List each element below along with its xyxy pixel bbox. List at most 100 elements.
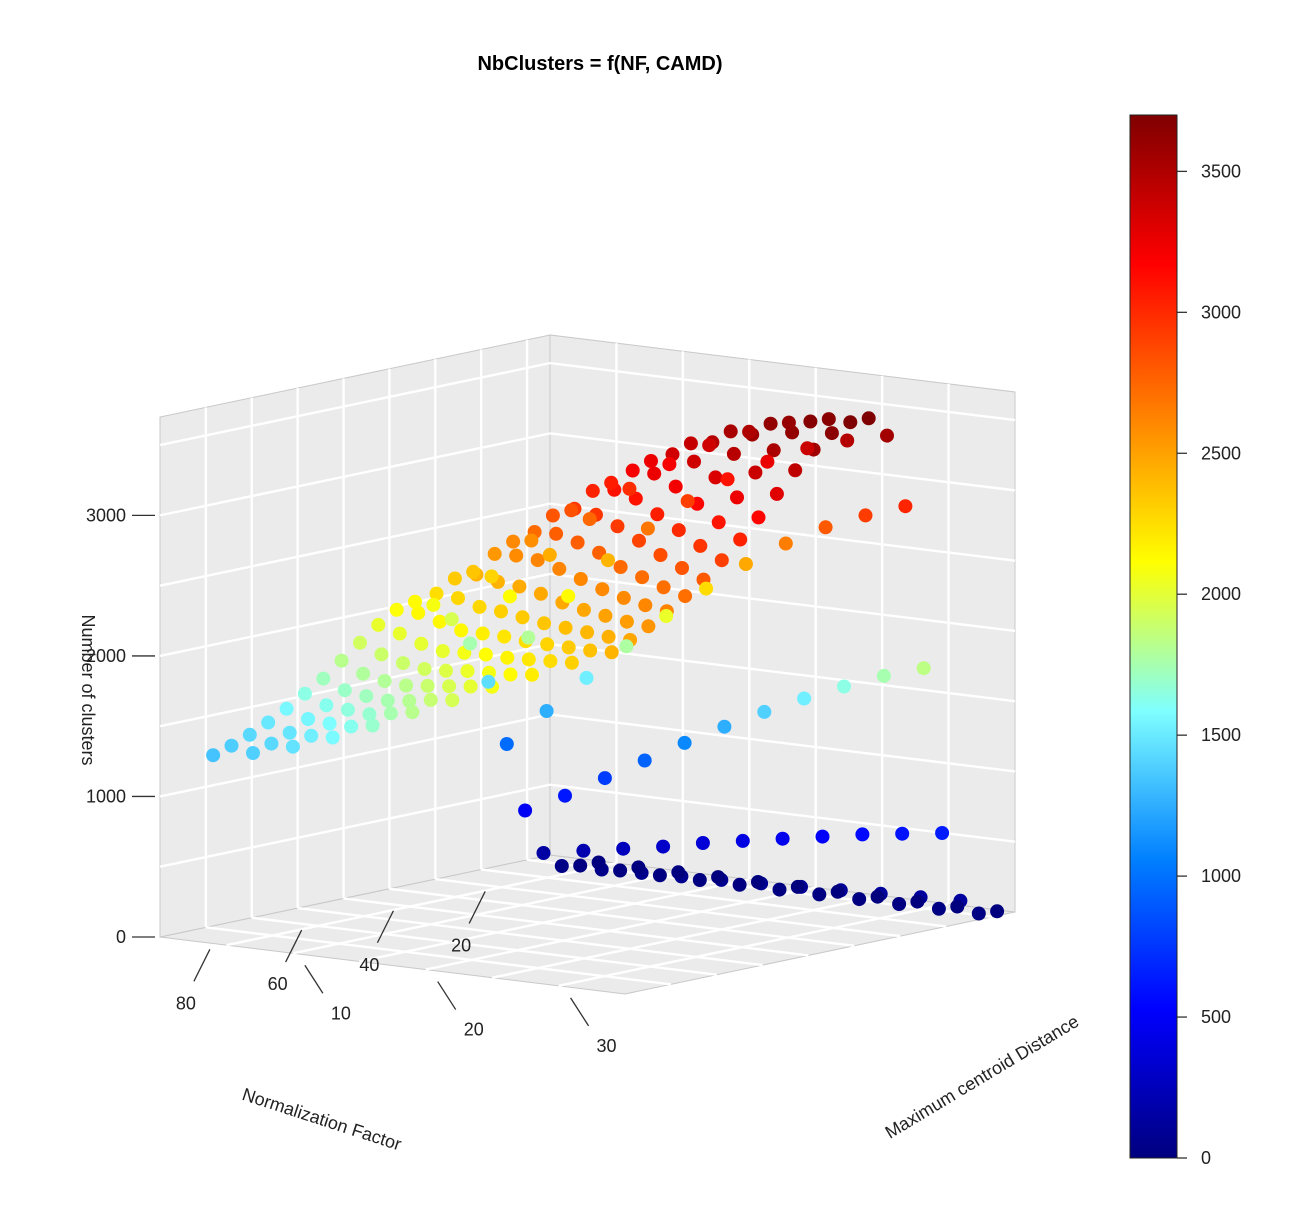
data-point (540, 704, 554, 718)
y-tick-label: 20 (464, 1020, 484, 1040)
data-point (396, 656, 410, 670)
data-point (464, 680, 478, 694)
data-point (721, 472, 735, 486)
data-point (586, 484, 600, 498)
data-point (479, 648, 493, 662)
data-point (439, 664, 453, 678)
x-axis-label: Normalization Factor (240, 1084, 404, 1154)
data-point (537, 616, 551, 630)
data-point (675, 561, 689, 575)
data-point (573, 859, 587, 873)
data-point (402, 694, 416, 708)
data-point (871, 890, 885, 904)
data-point (280, 702, 294, 716)
data-point (797, 692, 811, 706)
x-tick-label: 80 (176, 993, 196, 1013)
data-point (433, 615, 447, 629)
data-point (812, 887, 826, 901)
data-point (632, 534, 646, 548)
data-point (602, 630, 616, 644)
data-point (614, 560, 628, 574)
data-point (840, 434, 854, 448)
data-point (580, 625, 594, 639)
data-point (344, 720, 358, 734)
data-point (659, 609, 673, 623)
data-point (644, 454, 658, 468)
data-point (598, 609, 612, 623)
data-point (859, 508, 873, 522)
data-point (445, 693, 459, 707)
x-tick-mark (194, 949, 210, 981)
data-point (264, 737, 278, 751)
data-point (494, 604, 508, 618)
data-point (261, 716, 275, 730)
data-point (206, 748, 220, 762)
chart-title: NbClusters = f(NF, CAMD) (477, 53, 722, 75)
data-point (892, 897, 906, 911)
data-point (852, 892, 866, 906)
data-point (880, 429, 894, 443)
data-point (559, 621, 573, 635)
data-point (724, 424, 738, 438)
data-point (855, 827, 869, 841)
data-point (843, 415, 857, 429)
data-point (555, 859, 569, 873)
data-point (552, 562, 566, 576)
data-point (816, 830, 830, 844)
x-tick-label: 60 (268, 974, 288, 994)
data-point (326, 731, 340, 745)
data-point (298, 687, 312, 701)
y-tick-mark (571, 998, 589, 1026)
data-point (950, 900, 964, 914)
colorbar-tick-label: 2000 (1201, 584, 1241, 604)
data-point (246, 746, 260, 760)
data-point (451, 591, 465, 605)
data-point (362, 707, 376, 721)
data-point (730, 490, 744, 504)
colorbar-tick-label: 3500 (1201, 161, 1241, 181)
data-point (653, 868, 667, 882)
data-point (831, 885, 845, 899)
data-point (504, 668, 518, 682)
y-axis-label: Maximum centroid Distance (882, 1011, 1083, 1143)
data-point (558, 789, 572, 803)
data-point (819, 520, 833, 534)
data-point (592, 856, 606, 870)
data-point (543, 548, 557, 562)
data-point (549, 527, 563, 541)
left-wall-pane (160, 335, 550, 937)
data-point (773, 883, 787, 897)
data-point (503, 589, 517, 603)
data-point (301, 712, 315, 726)
z-tick-label: 1000 (86, 786, 126, 806)
data-point (378, 674, 392, 688)
data-point (910, 895, 924, 909)
data-point (583, 644, 597, 658)
colorbar-tick-label: 3000 (1201, 302, 1241, 322)
data-point (693, 873, 707, 887)
data-point (448, 572, 462, 586)
data-point (656, 840, 670, 854)
data-point (733, 533, 747, 547)
data-point (393, 627, 407, 641)
data-point (497, 630, 511, 644)
data-point (461, 664, 475, 678)
colorbar-tick-label: 500 (1201, 1007, 1231, 1027)
data-point (641, 619, 655, 633)
data-point (623, 482, 637, 496)
data-point (531, 553, 545, 567)
data-point (571, 536, 585, 550)
colorbar-tick-label: 1000 (1201, 866, 1241, 886)
data-point (613, 864, 627, 878)
data-point (286, 740, 300, 754)
data-point (562, 640, 576, 654)
data-point (375, 647, 389, 661)
data-point (509, 549, 523, 563)
data-point (481, 675, 495, 689)
data-point (605, 645, 619, 659)
data-point (576, 844, 590, 858)
data-point (356, 667, 370, 681)
data-point (580, 671, 594, 685)
data-point (631, 860, 645, 874)
data-point (564, 503, 578, 517)
